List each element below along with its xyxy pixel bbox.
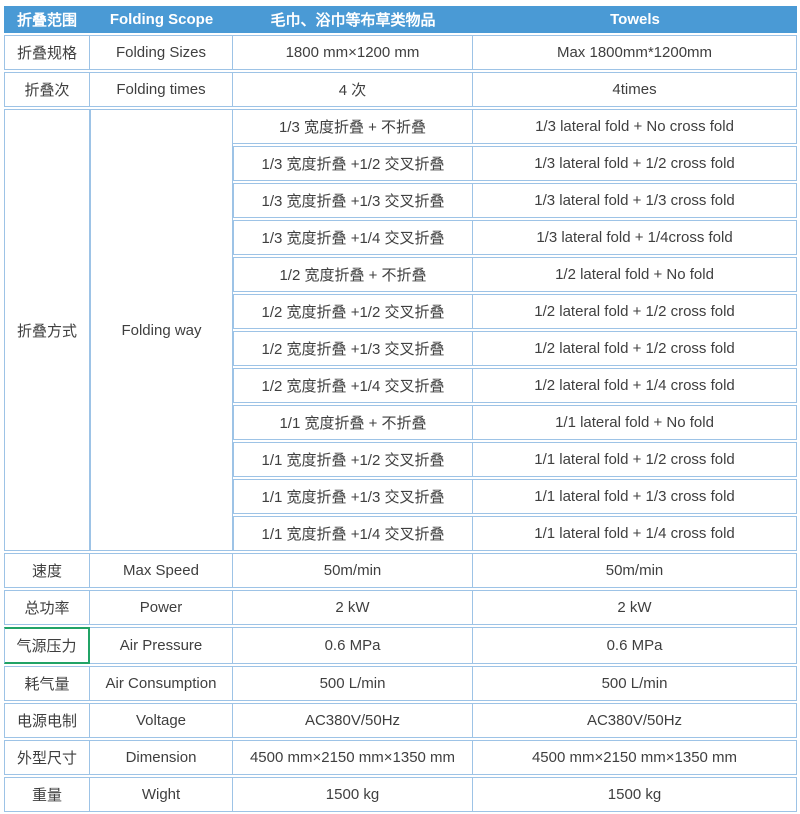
row-air-consumption: 耗气量 Air Consumption 500 L/min 500 L/min [4,666,797,701]
fold-option-en-cell[interactable]: 1/2 lateral fold + 1/4 cross fold [473,368,797,403]
row-fold-option: 1/1 宽度折叠 +1/4 交叉折叠 1/1 lateral fold + 1/… [4,516,797,551]
cell-folding-way-zh-label[interactable]: 折叠方式 [4,109,90,551]
row-fold-option: 1/2 宽度折叠 +1/2 交叉折叠 1/2 lateral fold + 1/… [4,294,797,329]
row-folding-times: 折叠次 Folding times 4 次 4times [4,72,797,107]
cell-power-en-label[interactable]: Power [90,590,233,625]
cell-voltage-zh-label[interactable]: 电源电制 [4,703,90,738]
row-max-speed: 速度 Max Speed 50m/min 50m/min [4,553,797,588]
fold-option-zh-cell[interactable]: 1/2 宽度折叠 + 不折叠 [233,257,473,292]
fold-option-en-cell[interactable]: 1/1 lateral fold + 1/4 cross fold [473,516,797,551]
cell-air-pressure-en-value[interactable]: 0.6 MPa [473,627,797,664]
header-cell-towels-en[interactable]: Towels [473,6,797,33]
cell-voltage-en-label[interactable]: Voltage [90,703,233,738]
fold-option-zh-cell[interactable]: 1/1 宽度折叠 +1/4 交叉折叠 [233,516,473,551]
cell-air-consumption-zh-label[interactable]: 耗气量 [4,666,90,701]
fold-option-en-cell[interactable]: 1/1 lateral fold + 1/3 cross fold [473,479,797,514]
cell-air-consumption-zh-value[interactable]: 500 L/min [233,666,473,701]
cell-power-en-value[interactable]: 2 kW [473,590,797,625]
row-fold-option: 1/2 宽度折叠 + 不折叠 1/2 lateral fold + No fol… [4,257,797,292]
cell-folding-sizes-en-value[interactable]: Max 1800mm*1200mm [473,35,797,70]
cell-max-speed-en-value[interactable]: 50m/min [473,553,797,588]
cell-voltage-zh-value[interactable]: AC380V/50Hz [233,703,473,738]
cell-power-zh-value[interactable]: 2 kW [233,590,473,625]
header-row: 折叠范围 Folding Scope 毛巾、浴巾等布草类物品 Towels [4,6,797,33]
cell-folding-way-en-label[interactable]: Folding way [90,109,233,551]
fold-option-zh-cell[interactable]: 1/3 宽度折叠 +1/4 交叉折叠 [233,220,473,255]
fold-option-en-cell[interactable]: 1/2 lateral fold + No fold [473,257,797,292]
row-fold-option: 1/2 宽度折叠 +1/3 交叉折叠 1/2 lateral fold + 1/… [4,331,797,366]
cell-air-pressure-zh-value[interactable]: 0.6 MPa [233,627,473,664]
fold-option-en-cell[interactable]: 1/3 lateral fold + 1/4cross fold [473,220,797,255]
cell-voltage-en-value[interactable]: AC380V/50Hz [473,703,797,738]
cell-max-speed-en-label[interactable]: Max Speed [90,553,233,588]
cell-folding-sizes-zh-value[interactable]: 1800 mm×1200 mm [233,35,473,70]
cell-folding-sizes-en-label[interactable]: Folding Sizes [90,35,233,70]
cell-dimension-en-value[interactable]: 4500 mm×2150 mm×1350 mm [473,740,797,775]
row-fold-option: 折叠方式 Folding way 1/3 宽度折叠 + 不折叠 1/3 late… [4,109,797,551]
row-fold-option: 1/1 宽度折叠 +1/3 交叉折叠 1/1 lateral fold + 1/… [4,479,797,514]
header-cell-scope-en[interactable]: Folding Scope [90,6,233,33]
cell-dimension-zh-value[interactable]: 4500 mm×2150 mm×1350 mm [233,740,473,775]
row-power: 总功率 Power 2 kW 2 kW [4,590,797,625]
fold-option-zh-cell[interactable]: 1/2 宽度折叠 +1/2 交叉折叠 [233,294,473,329]
fold-option-en-cell[interactable]: 1/2 lateral fold + 1/2 cross fold [473,294,797,329]
fold-option-en-cell[interactable]: 1/3 lateral fold + 1/3 cross fold [473,183,797,218]
fold-option-zh-cell[interactable]: 1/1 宽度折叠 + 不折叠 [233,405,473,440]
cell-air-consumption-en-value[interactable]: 500 L/min [473,666,797,701]
cell-dimension-en-label[interactable]: Dimension [90,740,233,775]
cell-air-pressure-zh-label-selected[interactable]: 气源压力 [4,627,90,664]
cell-folding-times-en-value[interactable]: 4times [473,72,797,107]
cell-folding-sizes-zh-label[interactable]: 折叠规格 [4,35,90,70]
row-dimension: 外型尺寸 Dimension 4500 mm×2150 mm×1350 mm 4… [4,740,797,775]
row-air-pressure: 气源压力 Air Pressure 0.6 MPa 0.6 MPa [4,627,797,664]
fold-option-zh-cell[interactable]: 1/3 宽度折叠 +1/2 交叉折叠 [233,146,473,181]
fold-option-zh-cell[interactable]: 1/1 宽度折叠 +1/2 交叉折叠 [233,442,473,477]
fold-option-zh-cell[interactable]: 1/3 宽度折叠 + 不折叠 [233,109,473,144]
fold-option-en-cell[interactable]: 1/1 lateral fold + No fold [473,405,797,440]
row-fold-option: 1/1 宽度折叠 +1/2 交叉折叠 1/1 lateral fold + 1/… [4,442,797,477]
row-fold-option: 1/3 宽度折叠 +1/4 交叉折叠 1/3 lateral fold + 1/… [4,220,797,255]
cell-weight-en-label[interactable]: Wight [90,777,233,812]
fold-option-en-cell[interactable]: 1/2 lateral fold + 1/2 cross fold [473,331,797,366]
fold-option-zh-cell[interactable]: 1/2 宽度折叠 +1/4 交叉折叠 [233,368,473,403]
cell-folding-times-zh-value[interactable]: 4 次 [233,72,473,107]
cell-folding-times-zh-label[interactable]: 折叠次 [4,72,90,107]
fold-option-en-cell[interactable]: 1/1 lateral fold + 1/2 cross fold [473,442,797,477]
cell-max-speed-zh-value[interactable]: 50m/min [233,553,473,588]
row-weight: 重量 Wight 1500 kg 1500 kg [4,777,797,812]
header-cell-items-zh[interactable]: 毛巾、浴巾等布草类物品 [233,6,473,33]
cell-weight-zh-label[interactable]: 重量 [4,777,90,812]
row-fold-option: 1/3 宽度折叠 +1/2 交叉折叠 1/3 lateral fold + 1/… [4,146,797,181]
row-voltage: 电源电制 Voltage AC380V/50Hz AC380V/50Hz [4,703,797,738]
row-fold-option: 1/2 宽度折叠 +1/4 交叉折叠 1/2 lateral fold + 1/… [4,368,797,403]
spec-table: 折叠范围 Folding Scope 毛巾、浴巾等布草类物品 Towels 折叠… [4,4,797,814]
row-folding-sizes: 折叠规格 Folding Sizes 1800 mm×1200 mm Max 1… [4,35,797,70]
cell-max-speed-zh-label[interactable]: 速度 [4,553,90,588]
cell-power-zh-label[interactable]: 总功率 [4,590,90,625]
cell-air-consumption-en-label[interactable]: Air Consumption [90,666,233,701]
cell-air-pressure-en-label[interactable]: Air Pressure [90,627,233,664]
cell-folding-times-en-label[interactable]: Folding times [90,72,233,107]
row-fold-option: 1/3 宽度折叠 +1/3 交叉折叠 1/3 lateral fold + 1/… [4,183,797,218]
fold-option-zh-cell[interactable]: 1/2 宽度折叠 +1/3 交叉折叠 [233,331,473,366]
row-fold-option: 1/1 宽度折叠 + 不折叠 1/1 lateral fold + No fol… [4,405,797,440]
cell-dimension-zh-label[interactable]: 外型尺寸 [4,740,90,775]
cell-weight-zh-value[interactable]: 1500 kg [233,777,473,812]
fold-option-en-cell[interactable]: 1/3 lateral fold + 1/2 cross fold [473,146,797,181]
header-cell-scope-zh[interactable]: 折叠范围 [4,6,90,33]
fold-option-zh-cell[interactable]: 1/1 宽度折叠 +1/3 交叉折叠 [233,479,473,514]
fold-option-zh-cell[interactable]: 1/3 宽度折叠 +1/3 交叉折叠 [233,183,473,218]
cell-weight-en-value[interactable]: 1500 kg [473,777,797,812]
fold-option-en-cell[interactable]: 1/3 lateral fold + No cross fold [473,109,797,144]
